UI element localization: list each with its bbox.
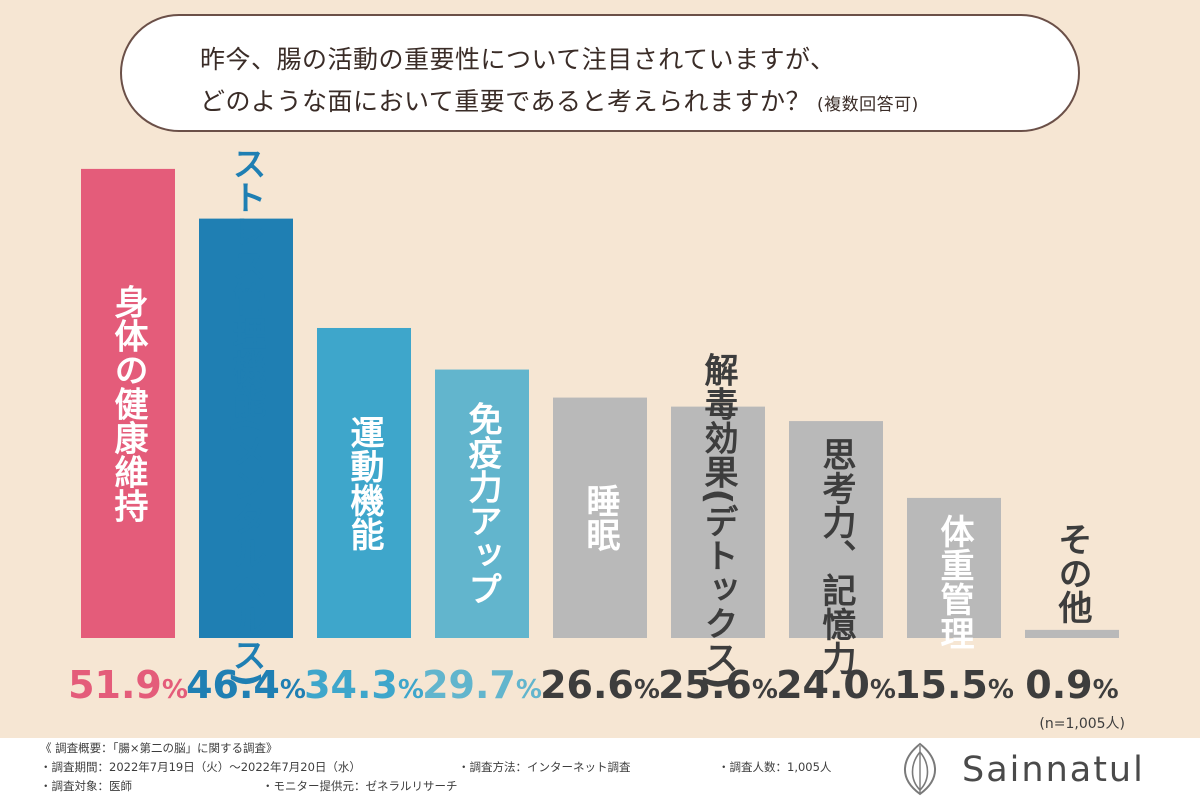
category-label-6: 解毒効果(デトックス) bbox=[698, 353, 738, 690]
category-label-5: 睡眠 bbox=[580, 484, 620, 553]
bar-4 bbox=[435, 369, 529, 638]
survey-footer: 《 調査概要：「腸×第二の脳」に関する調査》 ・調査期間：2022年7月19日（… bbox=[0, 738, 1200, 800]
bar-5 bbox=[553, 397, 647, 638]
category-label-4: 免疫力アップ bbox=[462, 402, 502, 606]
bar-7 bbox=[789, 421, 883, 638]
survey-heading: 《 調査概要：「腸×第二の脳」に関する調査》 bbox=[40, 741, 278, 755]
bar-9 bbox=[1025, 629, 1119, 638]
value-label-9: 0.9% bbox=[1025, 663, 1118, 707]
question-line-1: 昨今、腸の活動の重要性について注目されていますが、 bbox=[200, 45, 836, 74]
value-label-4: 29.7% bbox=[422, 663, 542, 707]
survey-method: ・調査方法：インターネット調査 bbox=[458, 760, 631, 774]
category-label-8: 体重管理 bbox=[934, 514, 974, 650]
sample-size-note: (n=1,005人) bbox=[1039, 716, 1125, 732]
value-label-6: 25.6% bbox=[658, 663, 778, 707]
bar-3 bbox=[317, 327, 411, 638]
bar-6 bbox=[671, 406, 765, 638]
value-label-3: 34.3% bbox=[304, 663, 424, 707]
leaf-logo-icon bbox=[904, 742, 936, 796]
bar-1 bbox=[81, 168, 175, 638]
bar-chart: 身体の健康維持 51.9% ストレス管理機能(メンタルヘルス)46.4% 運動機能 34… bbox=[68, 146, 1125, 732]
value-label-1: 51.9% bbox=[68, 663, 188, 707]
survey-target: ・調査対象：医師 bbox=[40, 779, 132, 793]
category-label-7: 思考力、記憶力 bbox=[816, 437, 856, 676]
category-label-9: その他 bbox=[1052, 522, 1093, 624]
category-label-3: 運動機能 bbox=[344, 415, 384, 551]
survey-period: ・調査期間：2022年7月19日（火）～2022年7月20日（水） bbox=[40, 760, 361, 774]
value-label-8: 15.5% bbox=[894, 663, 1014, 707]
question-line-2-text: どのような面において重要であると考えられますか？ bbox=[200, 87, 812, 116]
question-line-2: どのような面において重要であると考えられますか？ (複数回答可) bbox=[200, 82, 919, 118]
value-label-2: 46.4% bbox=[186, 663, 306, 707]
survey-provider: ・モニター提供元：ゼネラルリサーチ bbox=[262, 779, 458, 793]
bar-8 bbox=[907, 497, 1001, 638]
chart-panel: 昨今、腸の活動の重要性について注目されていますが、 どのような面において重要であ… bbox=[0, 0, 1200, 738]
bar-2 bbox=[199, 218, 293, 638]
brand-name: Sainnatul bbox=[962, 750, 1145, 790]
multiple-answer-note: (複数回答可) bbox=[817, 95, 919, 115]
category-label-1: 身体の健康維持 bbox=[108, 284, 148, 522]
brand-logo: Sainnatul bbox=[888, 740, 1143, 796]
category-label-2: ストレス管理機能(メンタルヘルス) bbox=[226, 146, 266, 687]
question-bubble: 昨今、腸の活動の重要性について注目されていますが、 どのような面において重要であ… bbox=[120, 14, 1080, 132]
survey-count: ・調査人数：1,005人 bbox=[718, 760, 832, 774]
value-label-5: 26.6% bbox=[540, 663, 660, 707]
value-label-7: 24.0% bbox=[776, 663, 896, 707]
